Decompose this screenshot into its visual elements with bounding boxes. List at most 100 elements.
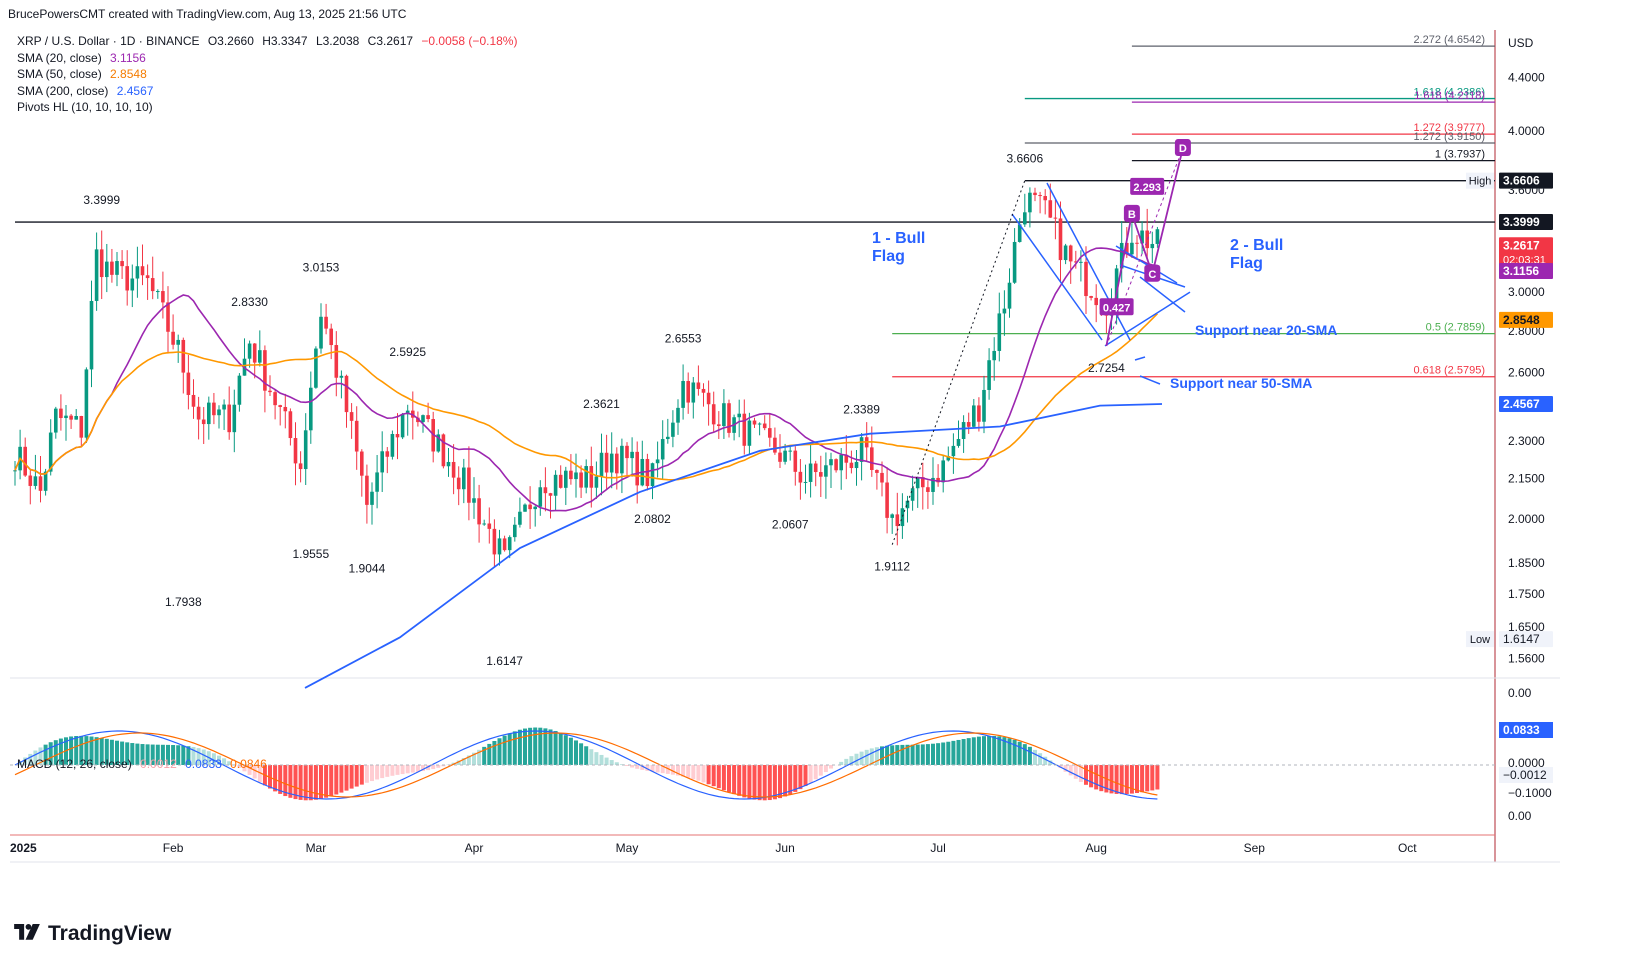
macd-bar (1073, 765, 1078, 779)
macd-bar (160, 744, 165, 765)
macd-bar (548, 729, 553, 765)
macd-bar (400, 765, 405, 775)
macd-bar (380, 765, 385, 779)
study-sma50[interactable]: SMA (50, close) 2.8548 (17, 66, 517, 83)
macd-bar (385, 765, 390, 777)
x-tick-label: May (616, 841, 639, 855)
macd-y-tick-label: −0.1000 (1508, 786, 1552, 800)
macd-bar (324, 765, 329, 798)
candle-body (79, 415, 84, 438)
symbol-row[interactable]: XRP / U.S. Dollar · 1D · BINANCE O3.2660… (17, 33, 517, 50)
macd-bar (196, 748, 201, 765)
annotation-arrow (1139, 375, 1161, 385)
macd-bar (186, 746, 191, 765)
macd-bar (426, 765, 431, 771)
candle-body (553, 474, 558, 496)
macd-bar (1099, 765, 1104, 792)
candle-body (502, 538, 507, 551)
study-pivots[interactable]: Pivots HL (10, 10, 10, 10) (17, 99, 517, 116)
candle-body (966, 422, 971, 427)
macd-bar (217, 755, 221, 765)
level-label: 1.272 (3.9150) (1413, 131, 1485, 143)
study-value: 3.1156 (110, 50, 146, 65)
price-tag-caption-bg (1466, 172, 1494, 189)
macd-bar (38, 747, 43, 765)
macd-legend[interactable]: MACD (12, 26, close) 0.0012 0.0833 0.084… (17, 757, 272, 771)
macd-bar (1038, 753, 1043, 765)
x-tick-label: Sep (1244, 841, 1266, 855)
macd-bar (278, 765, 283, 794)
macd-bar (528, 727, 533, 765)
macd-bar (742, 765, 747, 798)
candle-body (681, 381, 685, 408)
candle-body (813, 463, 818, 473)
macd-bar (905, 744, 910, 765)
candle-body (258, 350, 262, 363)
candle-body (737, 413, 741, 418)
study-sma20[interactable]: SMA (20, close) 3.1156 (17, 50, 517, 67)
candle-body (518, 511, 522, 525)
candle-body (298, 463, 303, 470)
candle-body (166, 302, 170, 332)
macd-bar (574, 740, 578, 765)
candle-body (74, 415, 78, 420)
y-tick-label: 2.3000 (1508, 434, 1545, 448)
macd-bar (69, 736, 74, 765)
macd-bar (558, 732, 563, 765)
macd-bar (818, 765, 823, 776)
annotation-text: Support near 20-SMA (1195, 322, 1337, 338)
candle-body (283, 406, 288, 412)
candle-body (150, 278, 155, 292)
candle-body (421, 415, 425, 423)
macd-bar (415, 765, 420, 772)
y-tick-label: 4.0000 (1508, 124, 1545, 138)
macd-bar (313, 765, 318, 800)
study-value: 2.4567 (116, 83, 154, 98)
candle-body (803, 481, 808, 483)
macd-bar (252, 765, 257, 779)
sma20-line (14, 247, 1158, 512)
price-tag (1499, 262, 1553, 279)
symbol-label: XRP / U.S. Dollar · 1D · BINANCE (17, 34, 200, 48)
pattern-point-label: C (1148, 269, 1156, 281)
macd-y-tick-label: 0.00 (1508, 686, 1532, 700)
ohlc-open: O3.2660 (207, 34, 254, 48)
candle-body (360, 451, 364, 476)
candle-body (492, 528, 497, 555)
level-label: 1.618 (4.2386) (1413, 87, 1485, 99)
macd-bar (1129, 765, 1134, 794)
candle-body (247, 343, 252, 359)
candle-body (456, 477, 461, 490)
candle-body (268, 390, 272, 393)
candle-body (309, 387, 313, 431)
candle-body (620, 445, 624, 474)
macd-bar (1155, 765, 1160, 790)
candle-body (839, 454, 843, 471)
y-tick-label: 1.5600 (1508, 651, 1545, 665)
macd-bar (976, 736, 981, 765)
candle-body (1089, 296, 1093, 298)
study-sma200[interactable]: SMA (200, close) 2.4567 (17, 83, 517, 100)
candle-body (1114, 268, 1119, 304)
pattern-leg (1105, 147, 1184, 347)
candle-body (99, 249, 104, 278)
candle-body (497, 538, 502, 555)
macd-bar (691, 765, 696, 780)
candle-body (757, 423, 762, 425)
macd-bar (497, 738, 502, 765)
x-tick-label: Feb (163, 841, 184, 855)
tradingview-logo[interactable]: TradingView (12, 922, 171, 946)
level-label: 1.618 (4.2118) (1414, 90, 1485, 102)
macd-bar (507, 733, 512, 765)
candle-body (910, 488, 915, 501)
macd-bar (772, 765, 777, 800)
candle-body (293, 438, 298, 464)
macd-bar (767, 765, 772, 801)
pivot-label: 1.6147 (486, 654, 523, 668)
candle-body (574, 472, 578, 480)
macd-bar (630, 765, 635, 768)
candle-body (941, 460, 945, 483)
candle-body (630, 451, 634, 459)
candle-body (686, 381, 690, 403)
